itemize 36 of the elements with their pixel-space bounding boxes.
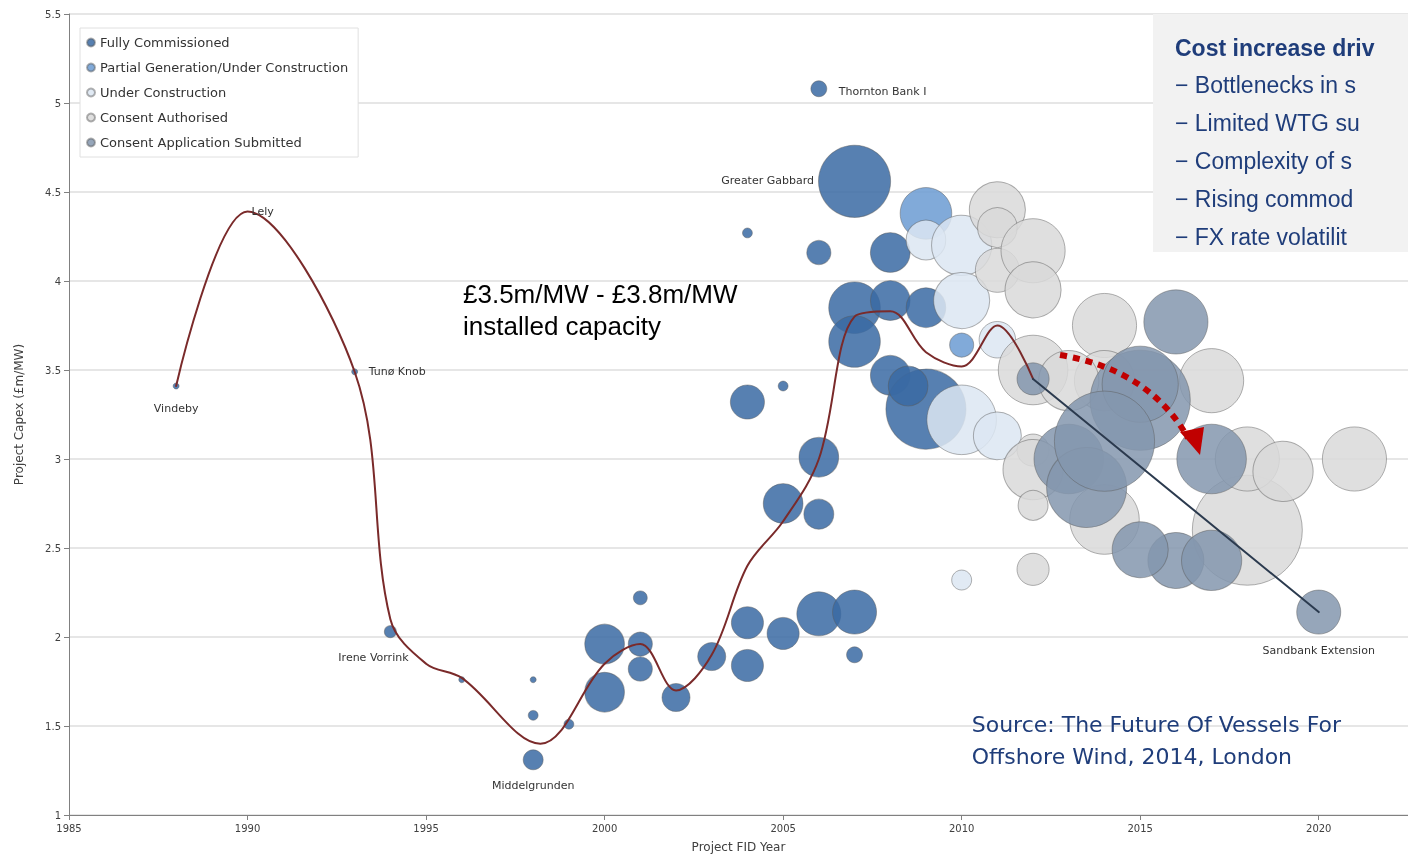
y-tick-label: 2: [54, 631, 61, 643]
annotation: Irene Vorrink: [338, 651, 410, 665]
legend-label: Consent Authorised: [100, 110, 228, 125]
x-tick-label: 2000: [591, 822, 618, 834]
annotation: Tunø Knob: [367, 365, 426, 379]
y-axis-title: Project Capex (£m/MW): [12, 343, 26, 486]
y-tick-label: 4.5: [45, 186, 61, 198]
annotation: Source: The Future Of Vessels For Offshore Wind, 2014, London: [971, 711, 1342, 769]
x-tick-label: 1985: [56, 822, 82, 834]
x-tick-label: 2005: [770, 822, 796, 834]
annotation: Sandbank Extension: [1262, 643, 1375, 657]
annotation: Vindeby: [153, 401, 199, 415]
annotation: Cost increase driv − Bottlenecks in s − Limited WTG su − Complexity of s − Rising commod − FX rate volatilit: [1175, 34, 1376, 252]
annotation: Lely: [251, 205, 275, 219]
legend-label: Fully Commissioned: [100, 35, 230, 50]
x-axis-title: Project FID Year: [691, 840, 786, 854]
x-tick-label: 2010: [948, 822, 975, 834]
annotation: £3.5m/MW - £3.8m/MW installed capacity: [463, 279, 738, 341]
annotation: Thornton Bank I: [837, 85, 927, 99]
y-tick-label: 5.5: [45, 8, 61, 20]
y-tick-label: 1: [54, 809, 61, 821]
x-tick-label: 1990: [234, 822, 261, 834]
x-tick-label: 2015: [1127, 822, 1153, 834]
annotation: Middelgrunden: [491, 779, 575, 793]
x-tick-label: 2020: [1306, 822, 1332, 834]
annotation: Greater Gabbard: [721, 174, 815, 187]
legend-label: Consent Application Submitted: [100, 135, 302, 150]
y-tick-label: 4: [54, 275, 61, 287]
y-tick-label: 3: [54, 453, 61, 465]
x-tick-label: 1995: [413, 822, 439, 834]
legend-label: Under Construction: [100, 85, 227, 100]
y-tick-label: 1.5: [45, 720, 61, 732]
legend-label: Partial Generation/Under Construction: [100, 60, 349, 75]
y-tick-label: 3.5: [45, 364, 61, 376]
y-tick-label: 2.5: [45, 542, 61, 554]
y-tick-label: 5: [54, 97, 61, 109]
